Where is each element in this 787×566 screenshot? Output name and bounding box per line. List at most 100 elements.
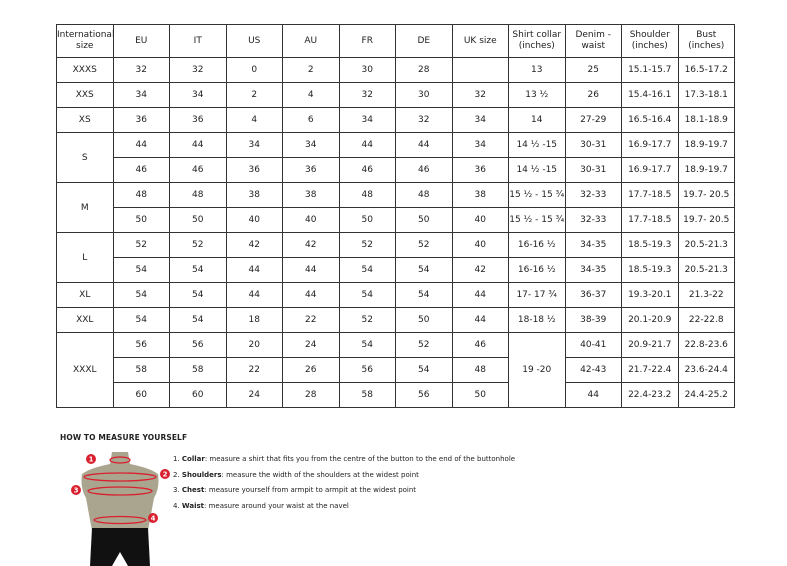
table-cell: 19.3-20.1 — [621, 282, 679, 308]
table-cell: 52 — [395, 232, 453, 258]
step-term: Collar — [181, 455, 205, 463]
table-cell: 22 — [282, 307, 340, 333]
step-text: : measure around your waist at the navel — [204, 501, 349, 510]
table-cell — [451, 57, 509, 83]
table-cell: 46 — [395, 157, 453, 183]
table-row: XXL 54 54 18 22 52 50 44 18-18 ½ 38-39 20.1-20.9 22… — [56, 307, 735, 333]
table-row: L 52 52 42 42 52 52 40 16-16 ½ 34-35 18.5-19.3 20.5… — [56, 232, 735, 283]
column-header: EU — [112, 24, 170, 58]
table-cell: 14 ½ -15 — [508, 132, 566, 158]
table-cell: 20.1-20.9 — [621, 307, 679, 333]
table-cell: 15.4-16.1 — [621, 82, 679, 108]
table-cell: 16-16 ½ — [508, 257, 566, 283]
table-cell: 20.5-21.3 — [677, 257, 735, 283]
size-label: L — [56, 232, 114, 283]
table-cell: 46 — [169, 157, 227, 183]
table-cell: 17.7-18.5 — [621, 207, 679, 233]
table-cell: 19.7- 20.5 — [677, 182, 735, 208]
table-cell: 34 — [282, 132, 340, 158]
column-header: UK size — [451, 24, 509, 58]
table-cell: 32 — [451, 82, 509, 108]
table-cell: 60 — [112, 382, 170, 408]
table-cell: 52 — [338, 307, 396, 333]
table-cell: 30-31 — [564, 132, 622, 158]
table-cell: 34 — [169, 82, 227, 108]
table-cell: 15.1-15.7 — [621, 57, 679, 83]
step-collar: 1. Collar: measure a shirt that fits you… — [173, 452, 515, 468]
step-text: : measure the width of the shoulders at … — [221, 470, 419, 479]
step-term: Chest — [181, 486, 205, 494]
table-cell: 21.3-22 — [677, 282, 735, 308]
step-shoulders: 2. Shoulders: measure the width of the s… — [173, 468, 515, 484]
table-cell: 0 — [225, 57, 283, 83]
table-cell: 20 — [225, 332, 283, 358]
table-cell: 56 — [395, 382, 453, 408]
table-cell: 18-18 ½ — [508, 307, 566, 333]
torso-icon — [81, 452, 159, 566]
measure-lines-icon — [83, 456, 157, 525]
step-num: 2. — [173, 470, 180, 479]
table-cell: 44 — [282, 257, 340, 283]
size-label: S — [56, 132, 114, 183]
marker-2-icon — [160, 469, 170, 479]
table-cell: 28 — [282, 382, 340, 408]
table-row: XS 36 36 4 6 34 32 34 14 27-29 16.5-16.4 18.1-18.9 — [56, 107, 735, 133]
table-cell: 44 — [451, 307, 509, 333]
table-cell: 44 — [225, 282, 283, 308]
table-row: 54 54 44 44 54 54 42 16-16 ½ 34-35 18.5-19.3 20.5-… — [57, 257, 735, 283]
step-text: : measure a shirt that fits you from the… — [204, 455, 516, 463]
table-cell: 18.9-19.7 — [677, 157, 735, 183]
table-cell: 52 — [112, 232, 170, 258]
table-cell: 54 — [395, 357, 453, 383]
table-cell: 18.1-18.9 — [677, 107, 735, 133]
table-cell: 38 — [451, 182, 509, 208]
table-cell: 58 — [112, 357, 170, 383]
column-header: IT — [169, 24, 227, 58]
table-cell: 32 — [169, 57, 227, 83]
table-cell: 20.9-21.7 — [621, 332, 679, 358]
table-cell: 26 — [282, 357, 340, 383]
table-cell: 34 — [338, 107, 396, 133]
table-cell: 20.5-21.3 — [677, 232, 735, 258]
table-cell: 19 -20 — [508, 332, 566, 408]
step-term: Waist — [181, 501, 205, 510]
table-cell: 32-33 — [564, 207, 622, 233]
table-cell: 50 — [338, 207, 396, 233]
table-cell: 32 — [112, 57, 170, 83]
table-cell: 50 — [112, 207, 170, 233]
table-cell: 44 — [451, 282, 509, 308]
guide-title: HOW TO MEASURE YOURSELF — [60, 433, 188, 442]
table-cell: 54 — [112, 257, 170, 283]
step-chest: 3. Chest: measure yourself from armpit t… — [173, 483, 515, 499]
table-cell: 16-16 ½ — [508, 232, 566, 258]
marker-3: 3 — [74, 487, 79, 495]
table-cell: 16.5-16.4 — [621, 107, 679, 133]
table-cell: 34-35 — [564, 232, 622, 258]
table-cell: 15 ½ - 15 ¾ — [508, 207, 566, 233]
table-cell: 18.5-19.3 — [621, 257, 679, 283]
table-cell: 36 — [282, 157, 340, 183]
table-cell: 18 — [225, 307, 283, 333]
table-cell: 30 — [338, 57, 396, 83]
table-row: XL 54 54 44 44 54 54 44 17- 17 ¾ 36-37 19.3-20.1 21… — [56, 282, 735, 308]
table-cell: 48 — [395, 182, 453, 208]
table-cell: 60 — [169, 382, 227, 408]
table-cell: 25 — [564, 57, 622, 83]
size-label: XXS — [56, 82, 114, 108]
table-cell: 34 — [112, 82, 170, 108]
table-cell: 2 — [282, 57, 340, 83]
table-cell: 46 — [338, 157, 396, 183]
table-cell: 40 — [451, 232, 509, 258]
marker-1: 1 — [89, 456, 94, 464]
size-label: XS — [56, 107, 114, 133]
table-cell: 32 — [338, 82, 396, 108]
size-label: M — [56, 182, 114, 233]
step-term: Shoulders — [181, 470, 222, 479]
step-num: 3. — [173, 486, 180, 494]
column-header: US — [225, 24, 283, 58]
table-cell: 54 — [112, 307, 170, 333]
table-cell: 4 — [225, 107, 283, 133]
table-row: 50 50 40 40 50 50 40 15 ½ - 15 ¾ 32-33 17.7-18.5 1… — [57, 207, 735, 233]
table-cell: 38 — [225, 182, 283, 208]
table-cell: 42-43 — [564, 357, 622, 383]
